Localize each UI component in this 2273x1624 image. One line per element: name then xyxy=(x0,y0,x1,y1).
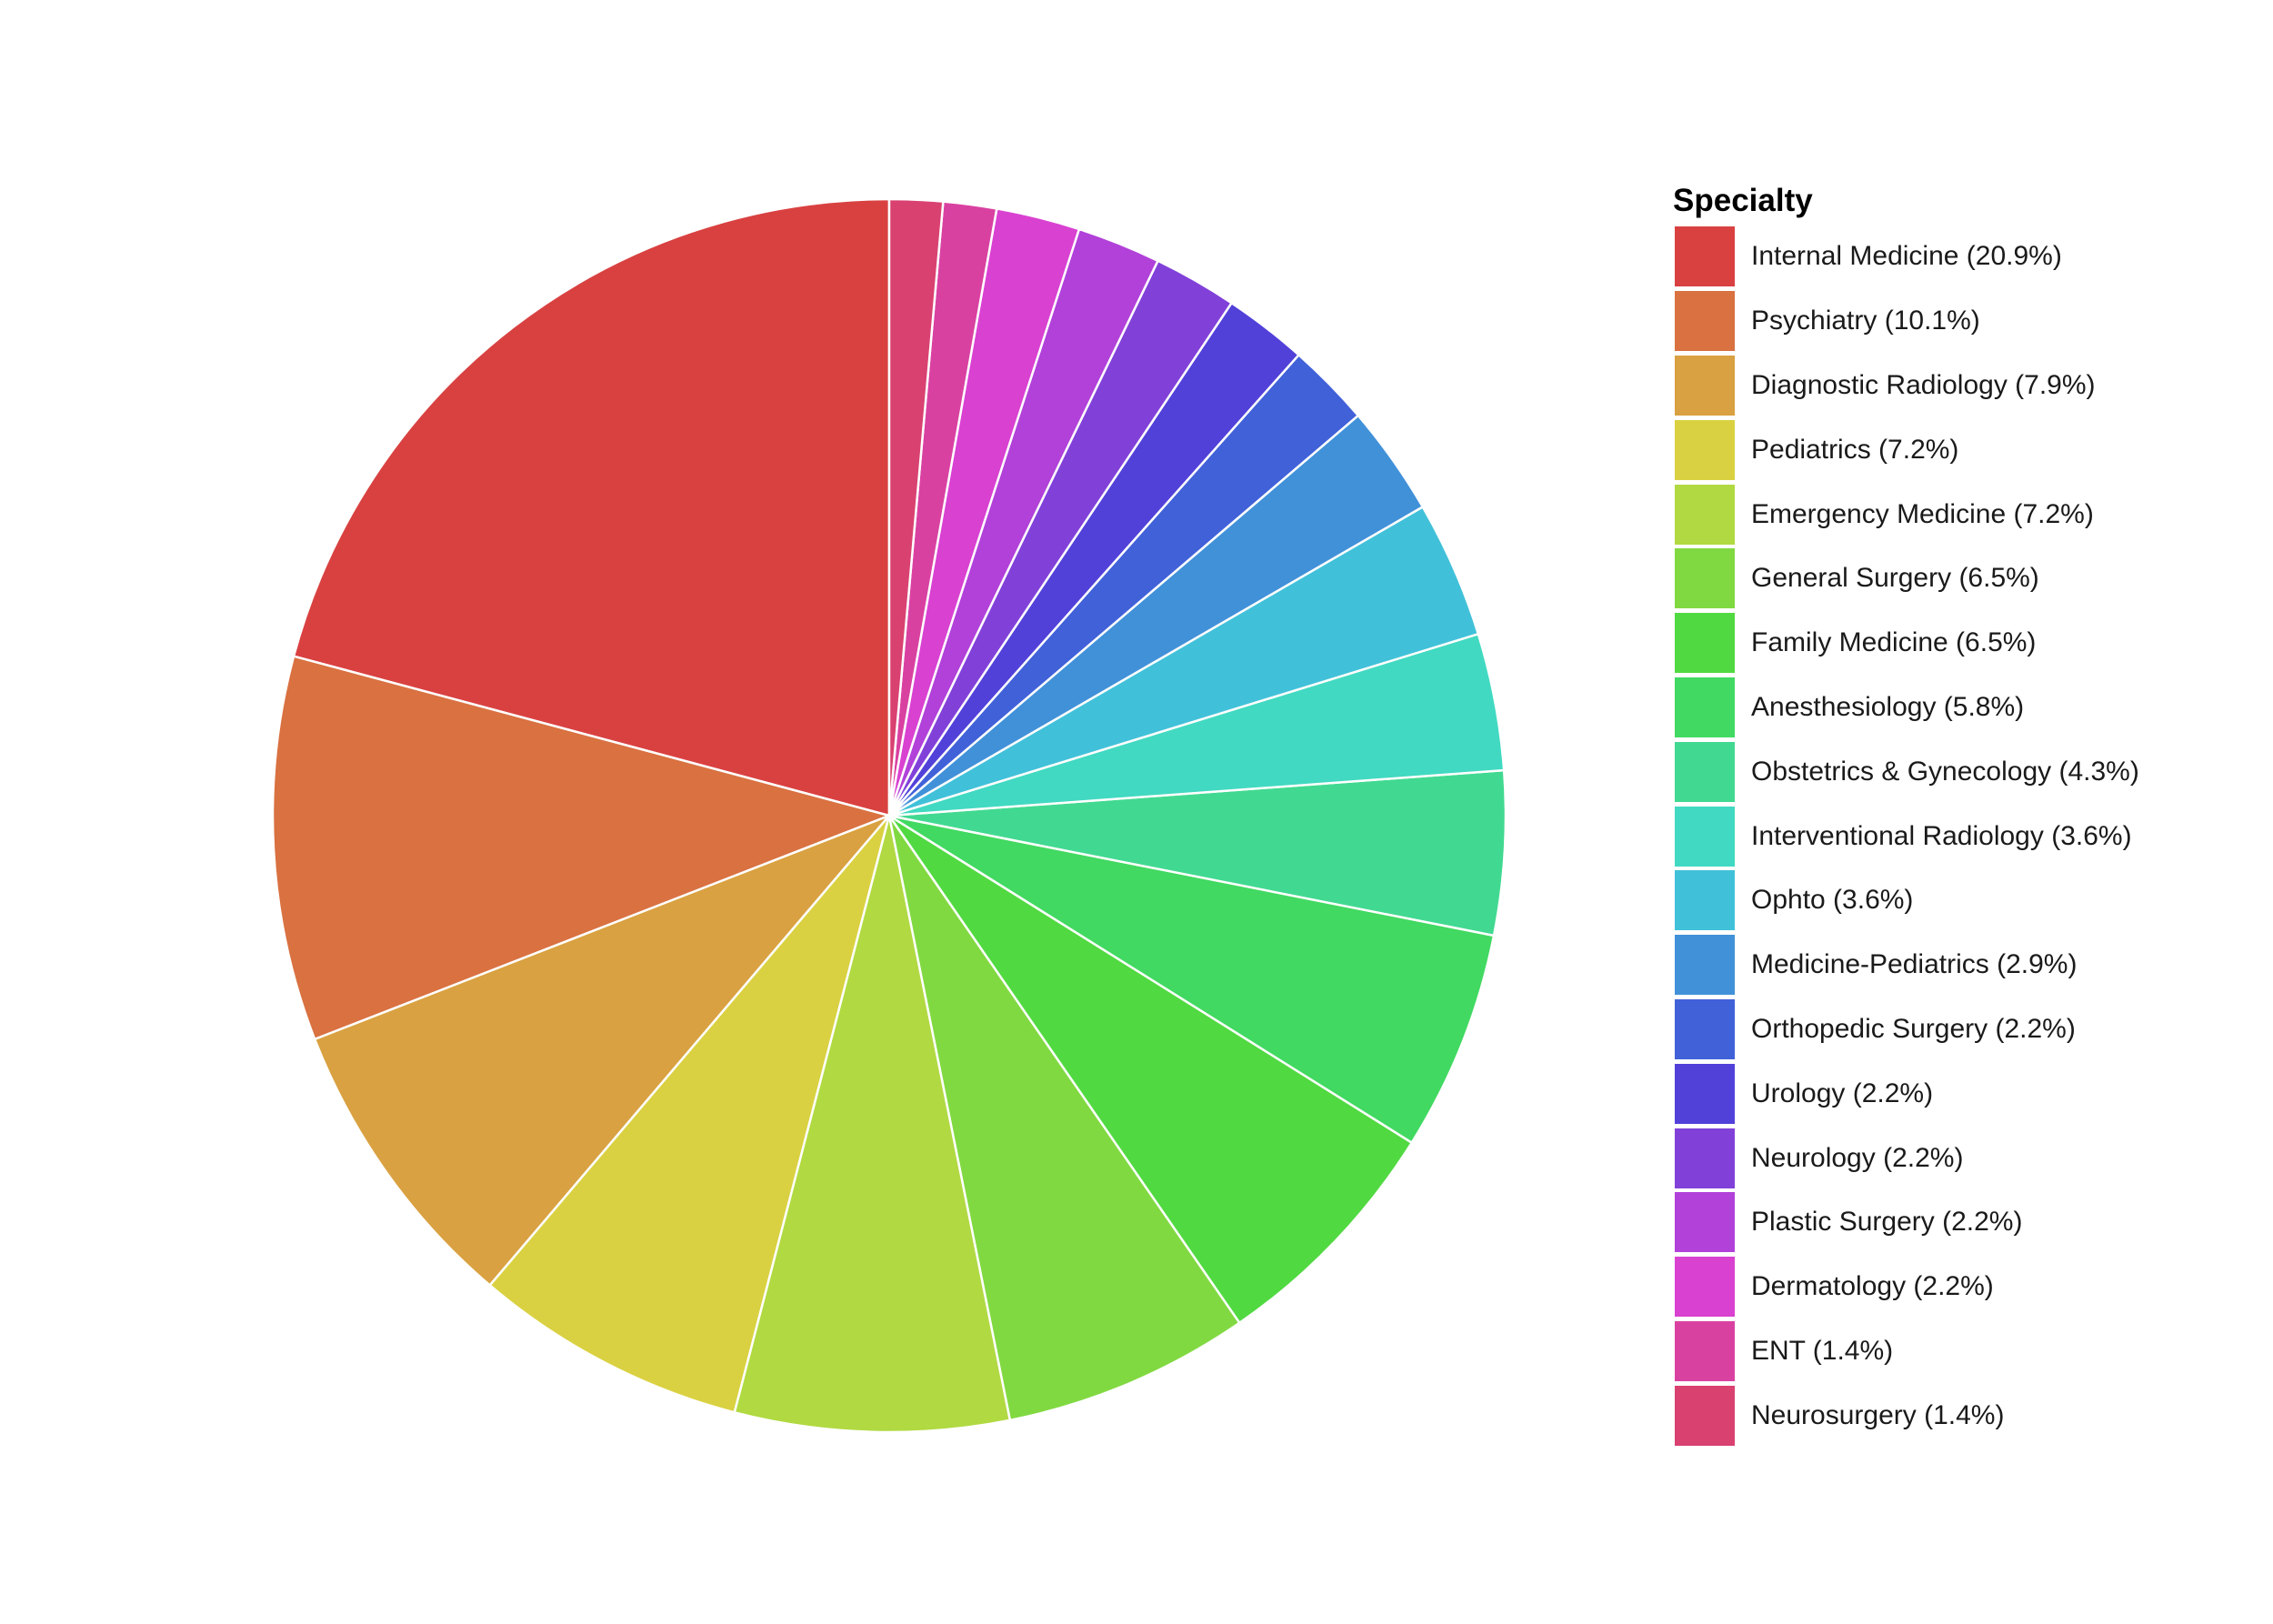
pie-slice-0 xyxy=(292,197,891,817)
legend-label: Orthopedic Surgery (2.2%) xyxy=(1751,1013,2076,1044)
pie-slice-18 xyxy=(887,197,945,817)
legend-label: General Surgery (6.5%) xyxy=(1751,563,2039,594)
legend-swatch xyxy=(1675,870,1735,931)
legend-item: ENT (1.4%) xyxy=(1673,1319,2255,1384)
legend-item: Obstetrics & Gynecology (4.3%) xyxy=(1673,739,2255,804)
legend-swatch xyxy=(1675,1320,1735,1381)
legend-item: Medicine-Pediatrics (2.9%) xyxy=(1673,933,2255,997)
pie-slice-5 xyxy=(887,814,1241,1422)
legend-label: Psychiatry (10.1%) xyxy=(1751,306,1980,336)
legend-label: Family Medicine (6.5%) xyxy=(1751,627,2037,658)
legend-swatch xyxy=(1675,998,1735,1059)
legend-item: Pediatrics (7.2%) xyxy=(1673,417,2255,482)
legend-label: Ophto (3.6%) xyxy=(1751,885,1914,916)
legend-item: Anesthesiology (5.8%) xyxy=(1673,676,2255,740)
legend-label: Emergency Medicine (7.2%) xyxy=(1751,498,2094,529)
legend-label: Medicine-Pediatrics (2.9%) xyxy=(1751,949,2078,980)
legend-swatch xyxy=(1675,677,1735,737)
pie-slice-2 xyxy=(313,814,891,1287)
legend-label: Obstetrics & Gynecology (4.3%) xyxy=(1751,756,2139,787)
legend-label: Pediatrics (7.2%) xyxy=(1751,434,1959,465)
legend-item: Dermatology (2.2%) xyxy=(1673,1255,2255,1319)
legend-label: Dermatology (2.2%) xyxy=(1751,1271,1994,1302)
legend-item: Ophto (3.6%) xyxy=(1673,868,2255,933)
legend-swatch xyxy=(1675,1063,1735,1124)
legend-label: Neurology (2.2%) xyxy=(1751,1142,1964,1173)
legend-item: Diagnostic Radiology (7.9%) xyxy=(1673,354,2255,418)
legend-swatch xyxy=(1675,419,1735,480)
legend-swatch xyxy=(1675,355,1735,416)
pie-slice-3 xyxy=(488,814,891,1414)
legend-label: Plastic Surgery (2.2%) xyxy=(1751,1207,2023,1238)
legend-swatch xyxy=(1675,741,1735,802)
legend: Specialty Internal Medicine (20.9%) Psych… xyxy=(1673,177,2255,1448)
pie-slice-7 xyxy=(887,814,1496,1144)
legend-label: Internal Medicine (20.9%) xyxy=(1751,241,2062,272)
legend-label: Anesthesiology (5.8%) xyxy=(1751,691,2025,722)
legend-label: Interventional Radiology (3.6%) xyxy=(1751,820,2132,851)
legend-swatch xyxy=(1675,226,1735,287)
legend-item: Neurosurgery (1.4%) xyxy=(1673,1383,2255,1448)
legend-label: Urology (2.2%) xyxy=(1751,1078,1934,1108)
legend-swatch xyxy=(1675,1192,1735,1253)
legend-item: Family Medicine (6.5%) xyxy=(1673,611,2255,676)
legend-item: Interventional Radiology (3.6%) xyxy=(1673,804,2255,868)
pie-slice-6 xyxy=(887,814,1414,1325)
legend-swatch xyxy=(1675,484,1735,545)
legend-item: Emergency Medicine (7.2%) xyxy=(1673,482,2255,546)
legend-items: Internal Medicine (20.9%) Psychiatry (10.… xyxy=(1673,225,2255,1448)
legend-swatch xyxy=(1675,613,1735,674)
pie-slice-4 xyxy=(733,814,1012,1434)
legend-item: Neurology (2.2%) xyxy=(1673,1126,2255,1190)
legend-item: General Surgery (6.5%) xyxy=(1673,546,2255,611)
legend-item: Plastic Surgery (2.2%) xyxy=(1673,1190,2255,1255)
legend-label: Diagnostic Radiology (7.9%) xyxy=(1751,369,2096,400)
legend-swatch xyxy=(1675,291,1735,352)
legend-item: Psychiatry (10.1%) xyxy=(1673,289,2255,354)
legend-item: Urology (2.2%) xyxy=(1673,1061,2255,1126)
legend-swatch xyxy=(1675,1257,1735,1318)
legend-title: Specialty xyxy=(1673,183,1813,218)
legend-swatch xyxy=(1675,935,1735,996)
legend-item: Orthopedic Surgery (2.2%) xyxy=(1673,997,2255,1062)
pie-slice-8 xyxy=(887,768,1507,937)
legend-label: ENT (1.4%) xyxy=(1751,1335,1894,1366)
legend-swatch xyxy=(1675,1128,1735,1188)
legend-swatch xyxy=(1675,1385,1735,1446)
legend-swatch xyxy=(1675,806,1735,867)
pie-slice-1 xyxy=(271,655,891,1041)
legend-item: Internal Medicine (20.9%) xyxy=(1673,225,2255,289)
legend-label: Neurosurgery (1.4%) xyxy=(1751,1399,2005,1430)
legend-swatch xyxy=(1675,548,1735,609)
